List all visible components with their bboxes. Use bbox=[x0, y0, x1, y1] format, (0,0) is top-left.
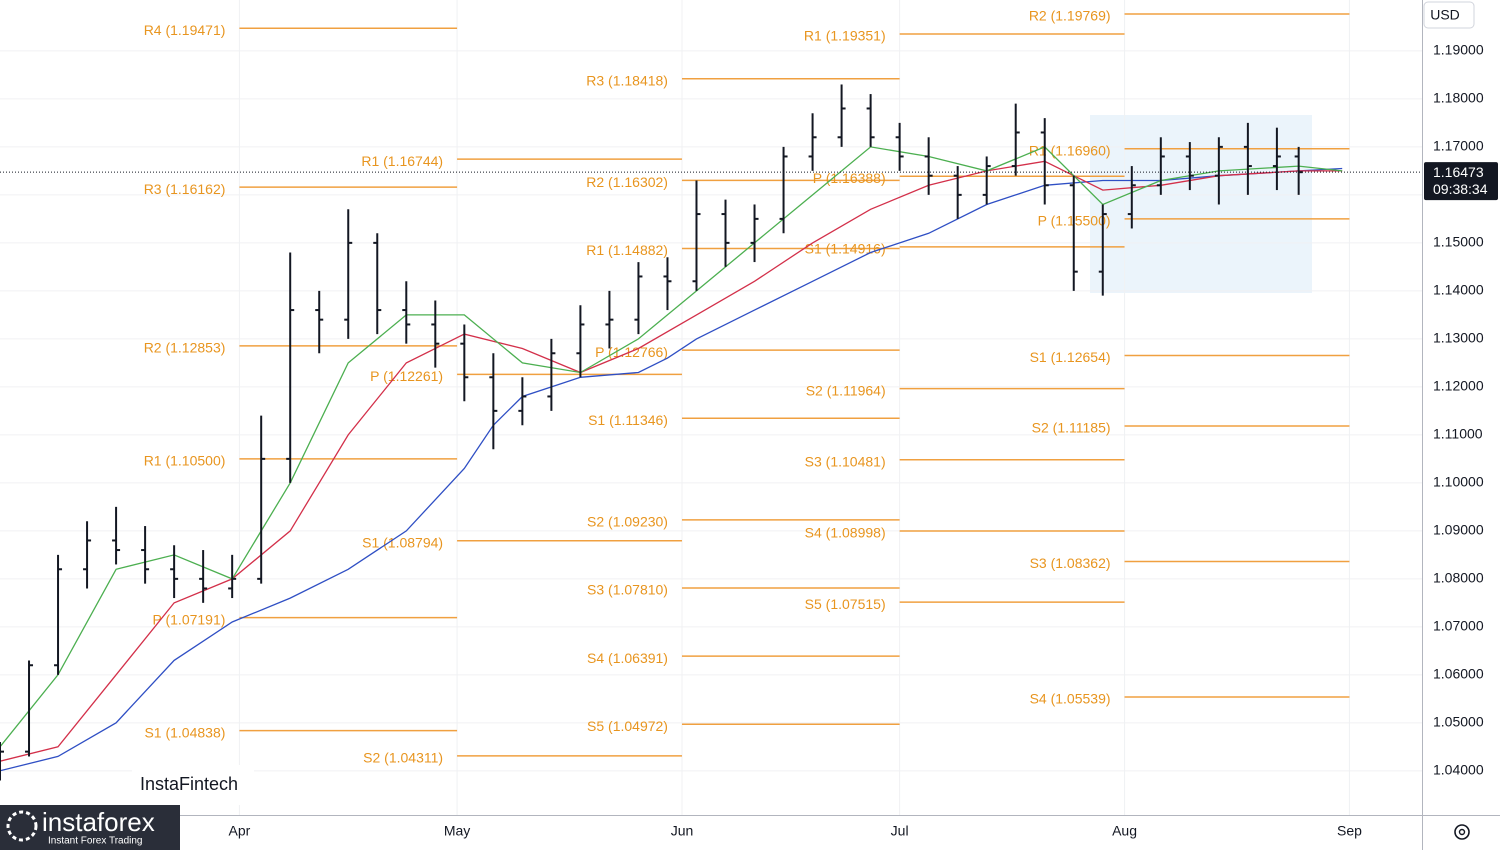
pivot-label: S4 (1.06391) bbox=[587, 650, 668, 666]
y-tick-label: 1.07000 bbox=[1433, 618, 1484, 634]
y-tick-label: 1.13000 bbox=[1433, 330, 1484, 346]
x-tick-label: May bbox=[444, 823, 470, 839]
logo-box bbox=[0, 805, 180, 850]
moving-average bbox=[0, 160, 1343, 762]
last-price-box bbox=[1424, 162, 1498, 201]
y-tick-label: 1.12000 bbox=[1433, 378, 1484, 394]
logo: instaforex bbox=[42, 807, 155, 837]
y-tick-label: 1.06000 bbox=[1433, 666, 1484, 682]
pivot-label: R1 (1.16960) bbox=[1029, 142, 1111, 158]
x-tick-label: Apr bbox=[229, 823, 251, 839]
y-tick-label: 1.10000 bbox=[1433, 474, 1484, 490]
pivot-label: S1 (1.08794) bbox=[362, 534, 443, 550]
pivot-label: S4 (1.05539) bbox=[1030, 691, 1111, 707]
x-tick-label: Aug bbox=[1112, 823, 1137, 839]
y-tick-label: 1.11000 bbox=[1433, 426, 1483, 442]
pivot-label: S1 (1.11346) bbox=[588, 412, 668, 428]
y-tick-label: 1.15000 bbox=[1433, 234, 1484, 250]
pivot-label: R1 (1.10500) bbox=[144, 453, 226, 469]
pivot-label: R1 (1.19351) bbox=[804, 28, 886, 44]
pivot-label: P (1.16388) bbox=[813, 170, 886, 186]
pivot-label: R2 (1.19769) bbox=[1029, 8, 1111, 24]
x-tick-label: Sep bbox=[1337, 823, 1362, 839]
pivot-label: P (1.07191) bbox=[153, 611, 226, 627]
logo-icon bbox=[6, 810, 38, 842]
pivot-label: R4 (1.19471) bbox=[144, 22, 226, 38]
pivot-label: S3 (1.07810) bbox=[587, 582, 668, 598]
pivot-label: S4 (1.08998) bbox=[805, 525, 886, 541]
x-tick-label: Jun bbox=[671, 823, 694, 839]
logo-tagline: Instant Forex Trading bbox=[48, 836, 143, 847]
settings-icon-center bbox=[1458, 828, 1466, 836]
currency-box[interactable] bbox=[1423, 1, 1475, 29]
pivot-label: S1 (1.04838) bbox=[144, 724, 225, 740]
y-tick-label: 1.18000 bbox=[1433, 90, 1484, 106]
pivot-label: S5 (1.04972) bbox=[587, 718, 668, 734]
pivot-label: S1 (1.12654) bbox=[1030, 349, 1111, 365]
pivot-label: S2 (1.11185) bbox=[1032, 420, 1111, 436]
countdown: 09:38:34 bbox=[1433, 181, 1488, 197]
y-tick-label: 1.19000 bbox=[1433, 42, 1484, 58]
volume-profile-area bbox=[1090, 115, 1312, 293]
pivot-label: R1 (1.14882) bbox=[586, 242, 668, 258]
pivot-label: S5 (1.07515) bbox=[805, 596, 886, 612]
y-tick-label: 1.09000 bbox=[1433, 522, 1484, 538]
pivot-label: S1 (1.14916) bbox=[805, 241, 886, 257]
pivot-label: R3 (1.16162) bbox=[144, 181, 226, 197]
pivot-label: S3 (1.10481) bbox=[805, 453, 886, 469]
watermark: InstaFintech bbox=[140, 774, 238, 794]
y-tick-label: 1.05000 bbox=[1433, 714, 1484, 730]
pivot-label: P (1.12261) bbox=[370, 368, 443, 384]
y-tick-label: 1.17000 bbox=[1433, 138, 1484, 154]
pivot-label: S3 (1.08362) bbox=[1030, 555, 1111, 571]
settings-icon[interactable] bbox=[1454, 824, 1470, 840]
pivot-label: R3 (1.18418) bbox=[586, 73, 668, 89]
moving-average bbox=[0, 167, 1343, 772]
watermark-box bbox=[132, 765, 254, 805]
y-tick-label: 1.04000 bbox=[1433, 762, 1484, 778]
pivot-label: S2 (1.11964) bbox=[806, 382, 886, 398]
pivot-label: R2 (1.16302) bbox=[586, 174, 668, 190]
y-tick-label: 1.14000 bbox=[1433, 282, 1484, 298]
pivot-label: R2 (1.12853) bbox=[144, 340, 226, 356]
x-tick-label: Jul bbox=[891, 823, 909, 839]
last-price-label: 1.16473 bbox=[1433, 164, 1484, 180]
currency[interactable]: USD bbox=[1430, 7, 1460, 23]
y-tick-label: 1.08000 bbox=[1433, 570, 1484, 586]
pivot-label: S2 (1.04311) bbox=[363, 750, 443, 766]
moving-average bbox=[0, 146, 1343, 748]
pivot-label: R1 (1.16744) bbox=[361, 153, 443, 169]
pivot-label: S2 (1.09230) bbox=[587, 514, 668, 530]
